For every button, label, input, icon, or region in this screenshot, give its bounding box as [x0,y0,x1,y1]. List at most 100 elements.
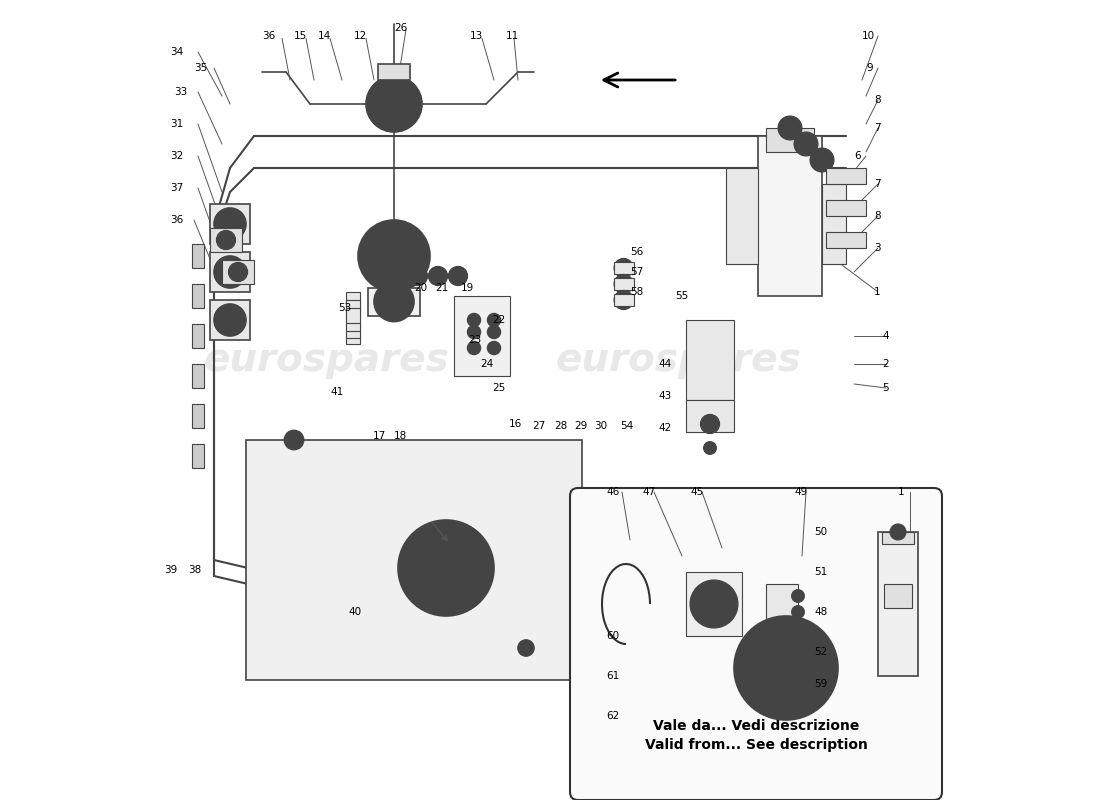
Text: 20: 20 [414,283,427,293]
Text: 33: 33 [174,87,187,97]
Circle shape [468,326,481,338]
Circle shape [414,536,478,600]
Text: 37: 37 [170,183,184,193]
Circle shape [820,642,829,651]
Bar [614,278,634,290]
Circle shape [704,442,716,454]
Circle shape [792,590,804,602]
Text: 44: 44 [658,359,671,369]
Bar [346,323,361,331]
Text: 54: 54 [620,421,634,430]
Circle shape [690,580,738,628]
Text: 42: 42 [658,423,671,433]
Text: 6: 6 [854,151,860,161]
FancyBboxPatch shape [570,488,942,800]
Bar [686,400,734,432]
Text: 16: 16 [508,419,521,429]
Circle shape [374,282,414,322]
Bar [191,324,205,348]
Circle shape [778,116,802,140]
Circle shape [374,84,414,124]
Text: 45: 45 [690,487,703,497]
Text: 13: 13 [470,31,483,41]
Text: 50: 50 [814,527,827,537]
Text: 19: 19 [461,283,474,293]
Circle shape [744,642,752,651]
Bar [191,244,205,268]
Text: 30: 30 [594,421,607,430]
Text: eurospares: eurospares [204,341,449,379]
Circle shape [379,242,408,270]
Bar [210,204,250,244]
Bar [210,252,250,292]
Bar [210,228,242,252]
Text: 22: 22 [493,315,506,325]
Text: 4: 4 [882,331,889,341]
Text: 17: 17 [373,431,386,441]
Bar [758,136,822,296]
Circle shape [398,520,494,616]
Text: 35: 35 [194,63,207,73]
Text: 14: 14 [318,31,331,41]
Circle shape [810,148,834,172]
Bar [826,200,866,216]
Circle shape [518,640,534,656]
Text: 52: 52 [814,647,827,657]
Bar [191,284,205,308]
Circle shape [487,326,500,338]
Text: 49: 49 [794,487,807,497]
Circle shape [794,132,818,156]
Text: 9: 9 [866,63,872,73]
Bar [826,232,866,248]
Bar [346,336,361,344]
Text: 7: 7 [874,123,881,133]
Text: 58: 58 [630,287,644,297]
Text: 24: 24 [481,359,494,369]
Text: 38: 38 [188,565,201,574]
Text: 8: 8 [874,95,881,105]
Circle shape [214,256,246,288]
Circle shape [734,616,838,720]
Circle shape [614,290,634,310]
Circle shape [468,314,481,326]
Circle shape [449,266,468,286]
Circle shape [774,656,798,680]
Circle shape [368,230,419,282]
Circle shape [358,220,430,292]
Bar [378,64,410,80]
Circle shape [754,636,818,700]
Text: 23: 23 [469,335,482,345]
Text: 18: 18 [394,431,407,441]
Circle shape [214,208,246,240]
Circle shape [487,342,500,354]
Bar [614,262,634,274]
Bar [878,532,918,676]
Text: 56: 56 [630,247,644,257]
Text: 57: 57 [630,267,644,277]
Circle shape [701,414,719,434]
Circle shape [214,304,246,336]
Text: 31: 31 [170,119,184,129]
Bar [686,320,734,400]
Text: 1: 1 [898,487,904,497]
Text: 48: 48 [814,607,827,617]
Text: 51: 51 [814,567,827,577]
Bar [826,168,866,184]
Text: 3: 3 [874,243,881,253]
Circle shape [229,262,248,282]
Bar [686,572,742,636]
Bar [191,444,205,468]
Text: 62: 62 [606,711,619,721]
Bar [246,440,582,680]
Bar [454,296,510,376]
Text: eurospares: eurospares [556,341,801,379]
Text: Vale da... Vedi descrizione
Valid from... See description: Vale da... Vedi descrizione Valid from..… [645,718,868,752]
Text: 36: 36 [170,215,184,225]
Text: 25: 25 [493,383,506,393]
Circle shape [614,274,634,294]
Circle shape [614,258,634,278]
Bar [346,308,361,328]
Text: 43: 43 [658,391,671,401]
Bar [883,584,912,608]
Bar [614,294,634,306]
